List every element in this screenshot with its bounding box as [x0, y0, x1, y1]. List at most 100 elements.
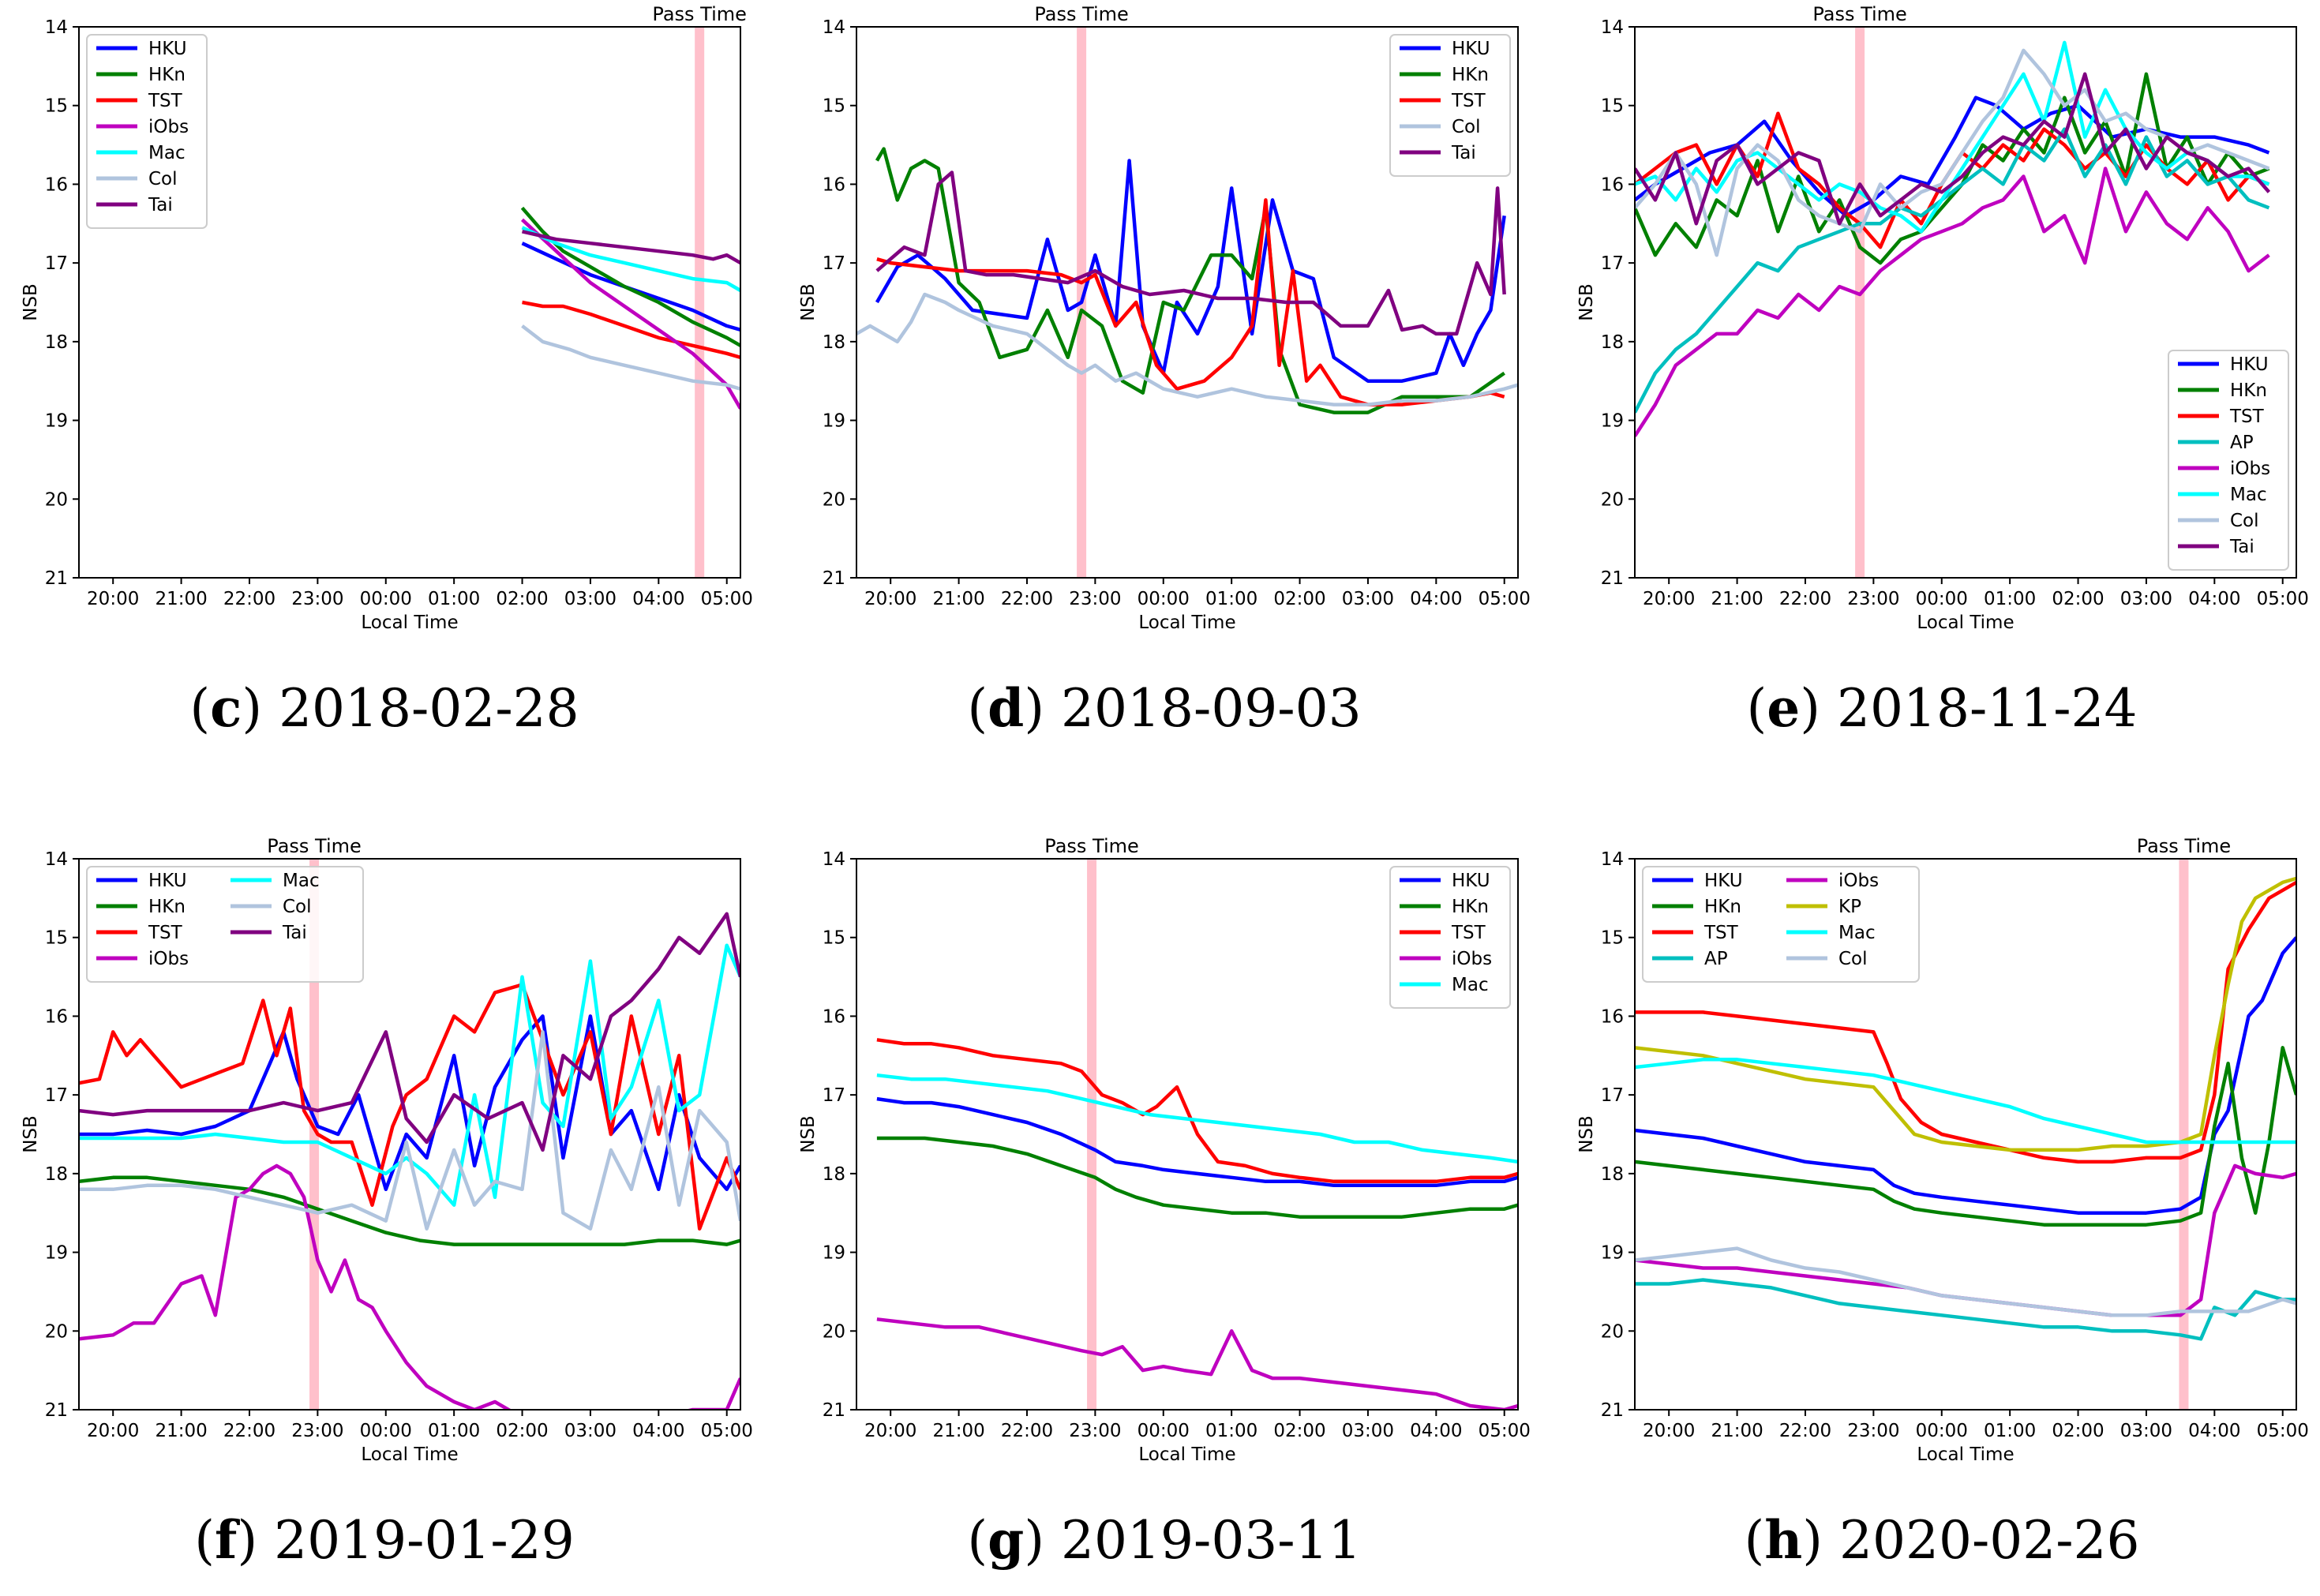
legend-label-Tai: Tai [148, 195, 173, 215]
caption-paren-open: ( [1746, 678, 1767, 739]
series-line-HKn [875, 147, 1505, 414]
series-line-Col [856, 292, 1518, 406]
pass-time-label: Pass Time [1044, 835, 1138, 857]
y-tick-label: 15 [1601, 928, 1624, 949]
x-tick-label: 00:00 [1138, 589, 1190, 609]
axes-frame [1634, 858, 2297, 1411]
caption-paren-open: ( [189, 678, 211, 739]
panel-caption-e: (e) 2018-11-24 [1746, 677, 2137, 739]
series-line-HKU [876, 1096, 1518, 1188]
chart-g: Pass Time 14 15 16 17 18 19 20 21 20:00 21:00 22:00… [798, 835, 1531, 1465]
y-axis-label: NSB [798, 1115, 819, 1153]
legend: HKU HKn TST AP iObs Mac Col Tai [2168, 350, 2289, 571]
legend-label-iObs: iObs [2230, 459, 2270, 479]
y-tick-label: 21 [45, 568, 68, 589]
series-line-HKU [875, 159, 1506, 383]
legend: HKU HKn TST iObs Mac [1389, 866, 1511, 1009]
x-tick-label: 03:00 [2120, 589, 2172, 609]
pass-time-label: Pass Time [1812, 3, 1906, 25]
y-tick-label: 19 [1601, 411, 1624, 432]
series-line-Col [1635, 1246, 2296, 1317]
x-tick-label: 01:00 [1205, 1421, 1257, 1441]
series-line-Tai [1635, 72, 2271, 226]
x-tick-label: 01:00 [1984, 589, 2036, 609]
legend-label-HKU: HKU [2230, 354, 2269, 375]
series-line-Col [1635, 48, 2270, 257]
series-line-iObs [79, 1163, 740, 1410]
x-tick-label: 02:00 [1273, 1421, 1325, 1441]
x-tick-label: 04:00 [1410, 1421, 1462, 1441]
x-tick-label: 23:00 [1847, 1421, 1899, 1441]
legend-label-iObs: iObs [1838, 871, 1879, 891]
panel-caption-d: (d) 2018-09-03 [967, 677, 1361, 739]
y-tick-label: 20 [45, 1321, 68, 1342]
series-line-HKU [521, 242, 740, 332]
panel-caption-h: (h) 2020-02-26 [1744, 1509, 2139, 1571]
x-tick-label: 01:00 [428, 589, 480, 609]
x-tick-label: 22:00 [223, 1421, 275, 1441]
x-tick-label: 04:00 [2188, 589, 2240, 609]
x-tick-label: 01:00 [428, 1421, 480, 1441]
legend-label-HKn: HKn [148, 897, 186, 917]
caption-paren-open: ( [1744, 1510, 1765, 1571]
y-tick-label: 21 [823, 568, 845, 589]
legend-label-iObs: iObs [148, 117, 189, 137]
x-tick-label: 22:00 [223, 589, 275, 609]
series-group [1635, 876, 2296, 1341]
y-tick-label: 16 [1601, 174, 1624, 195]
legend-label-AP: AP [2230, 433, 2254, 453]
legend-label-HKn: HKn [1704, 897, 1741, 917]
series-line-Col [79, 1030, 740, 1231]
x-tick-label: 20:00 [864, 1421, 916, 1441]
panel-caption-c: (c) 2018-02-28 [189, 677, 579, 739]
legend-label-Col: Col [1452, 117, 1481, 137]
caption-date: 2019-01-29 [274, 1510, 575, 1571]
x-tick-label: 04:00 [632, 589, 684, 609]
legend-label-TST: TST [1451, 91, 1486, 111]
y-tick-label: 18 [45, 1164, 68, 1185]
series-line-Mac [79, 943, 740, 1207]
x-tick-label: 23:00 [1847, 589, 1899, 609]
chart-f: Pass Time 14 15 16 17 18 19 20 21 20:00 21:00 22:00… [21, 835, 753, 1465]
caption-date: 2018-11-24 [1836, 678, 2138, 739]
y-tick-label: 16 [1601, 1006, 1624, 1027]
axes-frame [856, 26, 1519, 579]
y-tick-label: 19 [1601, 1243, 1624, 1264]
caption-paren-close: ) [1024, 1510, 1062, 1571]
series-group [520, 206, 740, 410]
x-tick-label: 21:00 [155, 1421, 207, 1441]
y-tick-label: 17 [1601, 253, 1624, 274]
x-tick-label: 22:00 [1001, 589, 1053, 609]
series-line-KP [1635, 876, 2296, 1152]
legend-label-Mac: Mac [1838, 923, 1876, 943]
y-tick-label: 21 [1601, 1400, 1624, 1421]
y-tick-label: 21 [1601, 568, 1624, 589]
legend: HKU HKn TST iObs Mac Col Tai [86, 866, 364, 983]
series-line-iObs [520, 218, 740, 410]
caption-paren-close: ) [1800, 678, 1837, 739]
caption-date: 2019-03-11 [1061, 1510, 1362, 1571]
legend-label-AP: AP [1704, 949, 1728, 969]
y-axis-label: NSB [21, 1115, 41, 1153]
y-tick-label: 19 [45, 1243, 68, 1264]
y-tick-label: 18 [823, 332, 845, 353]
caption-letter: g [988, 1509, 1025, 1571]
x-tick-label: 21:00 [1711, 589, 1763, 609]
y-tick-label: 16 [45, 1006, 68, 1027]
legend-label-TST: TST [1451, 923, 1486, 943]
legend-label-Col: Col [1838, 949, 1868, 969]
y-tick-label: 17 [823, 253, 845, 274]
x-tick-label: 03:00 [2120, 1421, 2172, 1441]
chart-d: Pass Time 14 15 16 17 18 19 20 21 20:00 21:00 22:00… [798, 3, 1531, 633]
y-axis-label: NSB [1576, 1115, 1597, 1153]
x-tick-label: 02:00 [2052, 1421, 2104, 1441]
legend-label-HKn: HKn [148, 65, 186, 85]
pass-time-band [2179, 859, 2189, 1410]
pass-time-band [1087, 859, 1097, 1410]
series-line-Mac [1635, 1058, 2296, 1145]
x-tick-label: 20:00 [87, 1421, 139, 1441]
pass-time-band [695, 27, 705, 578]
y-tick-label: 20 [823, 489, 845, 510]
x-tick-label: 23:00 [291, 1421, 343, 1441]
x-tick-label: 23:00 [1069, 1421, 1121, 1441]
